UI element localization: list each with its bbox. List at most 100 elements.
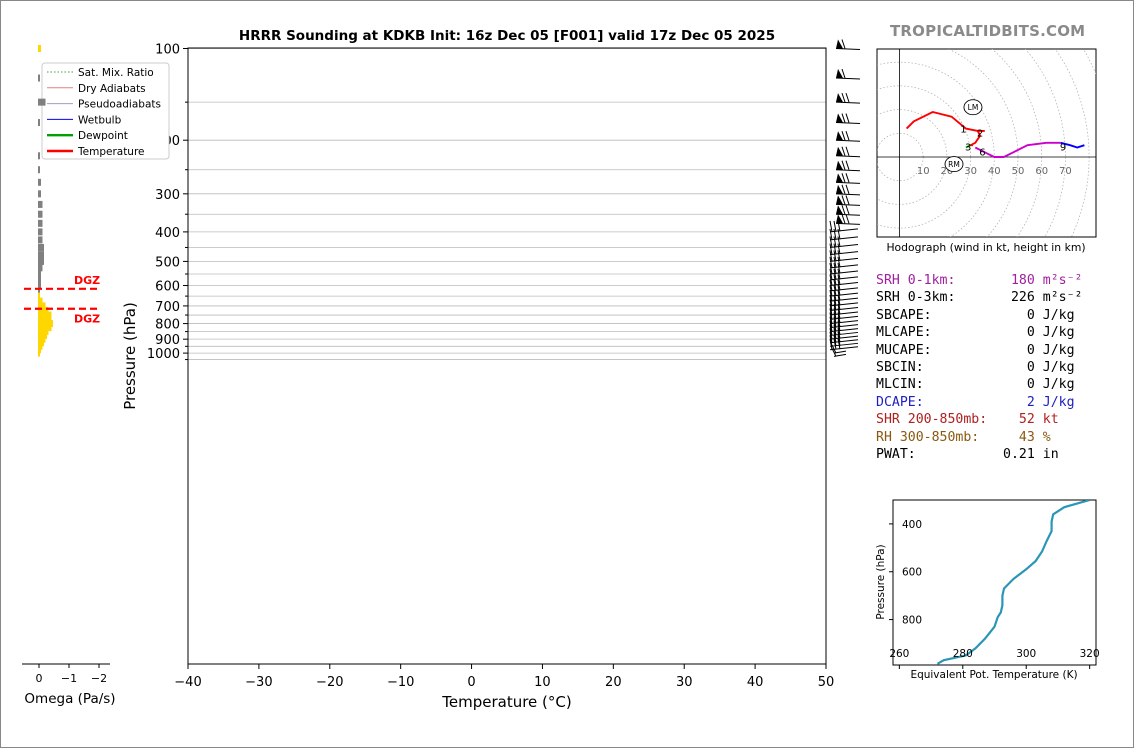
parameter-value: 0: [1026, 342, 1035, 358]
barb-feather: [833, 312, 837, 324]
barb-feather: [829, 331, 833, 343]
barb-feather: [837, 331, 841, 343]
barb-feather: [837, 294, 841, 306]
barb-feather: [845, 160, 850, 170]
barb-feather: [829, 335, 833, 347]
barb-feather: [841, 131, 846, 141]
hodograph-marker: [944, 156, 964, 173]
hodograph-ring-label: 10: [917, 166, 930, 177]
theta-e-ylabel: Pressure (hPa): [875, 544, 887, 619]
omega-bar: [38, 243, 44, 251]
barb-feather: [829, 312, 833, 324]
barb-feather: [829, 299, 833, 311]
dgz-label: DGZ: [74, 313, 100, 326]
wind-barb: [829, 338, 859, 351]
barb-feather: [829, 308, 833, 320]
legend-box: [41, 62, 170, 160]
parameter-unit: %: [1034, 429, 1051, 445]
parameter-label: SBCIN:: [876, 360, 924, 376]
barb-feather: [829, 328, 833, 340]
barb-feather: [841, 173, 846, 183]
x-axis-label: Temperature (°C): [441, 693, 571, 711]
barb-feather: [837, 274, 841, 286]
omega-bar: [38, 152, 40, 160]
barb-feather: [837, 256, 841, 268]
omega-bar: [38, 324, 52, 332]
wind-barb: [835, 92, 861, 104]
y-axis-label: Pressure (hPa): [121, 302, 139, 410]
parameter-spacer: [955, 273, 1011, 288]
barb-feather: [841, 184, 846, 194]
theta-e-y-tick-label: 600: [902, 567, 922, 579]
barb-feather: [845, 173, 850, 183]
x-tick-label: 40: [747, 675, 764, 690]
barb-feather: [833, 228, 837, 240]
omega-bar: [38, 320, 53, 328]
omega-axis-label: Omega (Pa/s): [24, 691, 115, 707]
parameter-row: MLCIN: 0 J/kg: [876, 376, 1082, 393]
parameter-row: SHR 200-850mb: 52 kt: [876, 411, 1082, 428]
barb-feather: [833, 220, 837, 232]
barb-feather: [829, 274, 833, 286]
hodograph-title: Hodograph (wind in kt, height in km): [886, 241, 1085, 254]
hodograph-marker: [963, 99, 983, 116]
y-tick-label: 300: [155, 188, 180, 203]
parameter-unit: J/kg: [1034, 342, 1075, 358]
parameter-unit: in: [1034, 447, 1059, 463]
barb-feather: [833, 236, 837, 248]
barb-feather: [841, 68, 846, 79]
barb-feather: [833, 250, 837, 262]
barb-pennant: [836, 113, 843, 123]
barb-feather: [837, 228, 841, 240]
theta-e-x-tick-label: 300: [1016, 648, 1036, 660]
hodograph-ring-label: 30: [964, 166, 977, 177]
barb-feather: [833, 285, 837, 296]
omega-bar: [38, 236, 43, 244]
x-tick-label: −20: [316, 675, 343, 690]
barb-feather: [831, 344, 837, 354]
barb-shaft: [835, 77, 861, 80]
hodograph-ring-label: 60: [1035, 166, 1048, 177]
wind-barb: [835, 214, 861, 225]
omega-bar: [38, 210, 43, 218]
barb-shaft: [835, 213, 861, 216]
y-tick-label: 500: [155, 255, 180, 270]
y-tick-label: 600: [155, 280, 180, 295]
barb-feather: [837, 312, 841, 324]
parameter-label: RH 300-850mb:: [876, 429, 980, 445]
y-tick-label: 400: [155, 226, 180, 241]
theta-e-x-tick-label: 260: [889, 648, 909, 660]
barb-feather: [841, 39, 846, 49]
barb-shaft: [835, 155, 861, 158]
wind-barb: [831, 344, 847, 354]
parameter-row: DCAPE: 2 J/kg: [876, 394, 1082, 411]
hodograph-plot: 10 20 30 40 50 60 70 1 23 6 9 LM RM: [877, 49, 1096, 237]
barb-feather: [829, 285, 833, 297]
parameter-unit: kt: [1034, 412, 1059, 428]
parameter-unit: m²s⁻²: [1034, 273, 1083, 288]
omega-bar: [38, 178, 41, 186]
theta-e-y-tick-label: 400: [902, 519, 922, 531]
parameter-label: PWAT:: [876, 447, 916, 463]
omega-bar: [38, 251, 44, 259]
parameter-value: 0: [1026, 307, 1035, 323]
barb-feather: [833, 308, 837, 320]
omega-bar: [38, 307, 49, 315]
parameter-value: 226: [1010, 290, 1035, 306]
barb-feather: [829, 220, 833, 232]
barb-feather: [837, 338, 841, 350]
hodograph-ring-label: 20: [941, 166, 954, 177]
y-tick-label: 100: [155, 43, 180, 58]
legend-label: Sat. Mix. Ratio: [78, 67, 154, 79]
parameter-spacer: [979, 430, 1019, 445]
parameter-label: SRH 0-3km:: [876, 290, 956, 306]
omega-bar: [38, 328, 49, 336]
hodograph-ring-label: 70: [1059, 166, 1072, 177]
parameter-unit: J/kg: [1034, 377, 1075, 393]
barb-feather: [845, 92, 850, 103]
barb-feather: [833, 303, 837, 315]
barb-feather: [845, 214, 850, 224]
omega-bar: [38, 166, 40, 174]
omega-bar: [38, 228, 43, 236]
theta-e-xlabel: Equivalent Pot. Temperature (K): [910, 669, 1077, 681]
